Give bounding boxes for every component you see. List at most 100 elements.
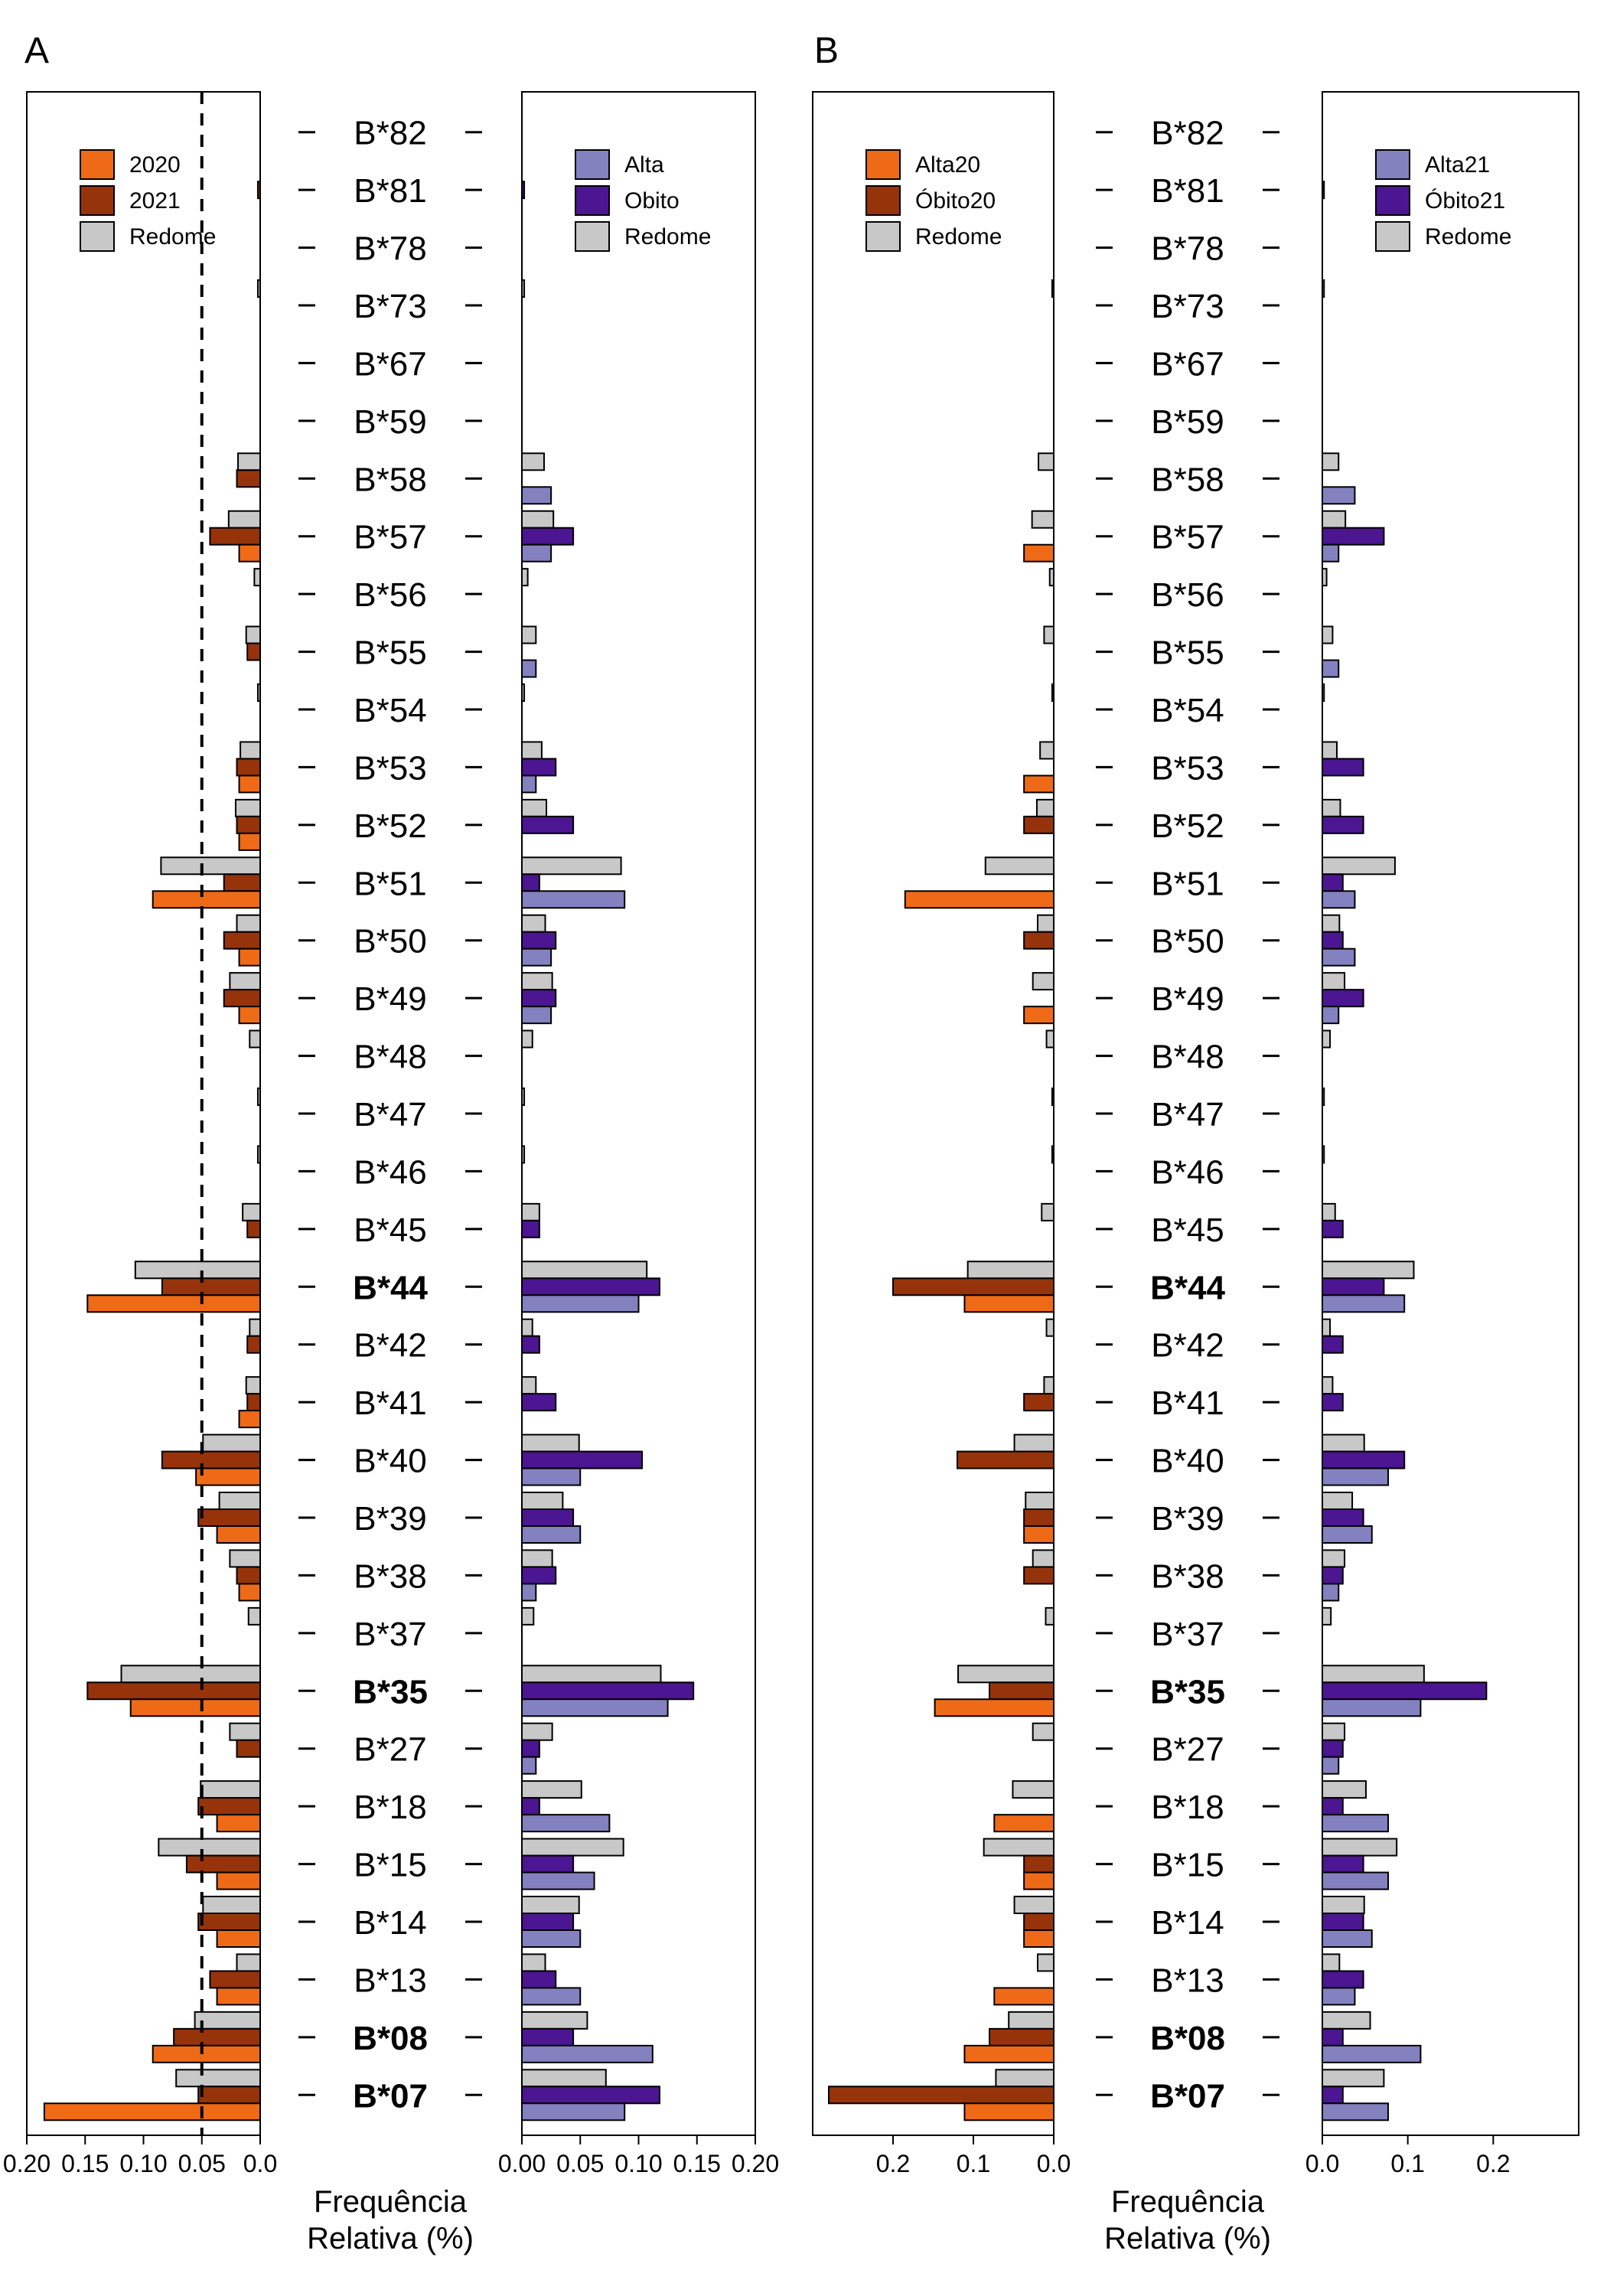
- bar-left-2021: [185, 1854, 261, 1874]
- bar-right-alta21: [1322, 947, 1356, 967]
- bar-right-óbito21: [1322, 1508, 1364, 1527]
- legend-swatch: [575, 221, 610, 252]
- bar-left-2020: [238, 1583, 261, 1602]
- bar-right-óbito21: [1322, 1566, 1344, 1585]
- x-axis-label: Relativa (%): [1104, 2222, 1271, 2255]
- bar-right-obito: [521, 989, 557, 1008]
- x-tick-label: 0.10: [119, 2150, 167, 2177]
- bar-right-redome: [521, 568, 529, 587]
- bar-left-alta20: [993, 1814, 1055, 1833]
- legend-label: Alta21: [1425, 152, 1490, 178]
- bar-right-alta: [521, 1756, 537, 1775]
- bar-right-redome: [521, 1376, 537, 1395]
- x-tick-label: 0.15: [61, 2150, 109, 2177]
- legend-swatch: [1375, 221, 1410, 252]
- gene-label: B*38: [1151, 1557, 1224, 1595]
- gene-label: B*40: [354, 1443, 426, 1480]
- bar-right-redome: [521, 1780, 582, 1799]
- bar-right-obito: [521, 815, 575, 834]
- bar-left-redome: [253, 568, 261, 587]
- bar-right-alta: [521, 1871, 595, 1890]
- legend-label: Redome: [915, 224, 1002, 249]
- bar-left-óbito20: [1023, 1393, 1055, 1412]
- bar-left-2020: [216, 1929, 262, 1948]
- bar-right-redome: [1322, 2011, 1371, 2030]
- bar-left-redome: [1013, 1896, 1055, 1914]
- bar-right-redome: [521, 683, 526, 702]
- gene-label: B*27: [354, 1731, 426, 1769]
- bar-left-alta20: [993, 1987, 1055, 2006]
- bar-left-2020: [238, 775, 261, 794]
- bar-right-alta21: [1322, 659, 1340, 678]
- bar-right-redome: [521, 1953, 546, 1972]
- gene-label: B*52: [354, 807, 426, 845]
- bar-right-alta21: [1322, 543, 1340, 563]
- gene-label: B*37: [354, 1616, 426, 1653]
- bar-left-redome: [236, 1953, 261, 1972]
- gene-label: B*54: [354, 692, 426, 729]
- gene-label: B*53: [1151, 749, 1224, 787]
- bar-right-alta: [521, 1467, 582, 1486]
- gene-label: B*44: [353, 1269, 428, 1306]
- bar-right-óbito21: [1322, 1335, 1344, 1354]
- bar-right-redome: [1322, 1780, 1367, 1799]
- gene-label: B*14: [1151, 1904, 1224, 1942]
- bar-left-redome: [227, 510, 262, 529]
- bar-right-redome: [521, 279, 526, 298]
- legend-label: Redome: [129, 224, 216, 249]
- gene-label: B*73: [1151, 288, 1224, 325]
- bar-right-alta21: [1322, 2102, 1389, 2122]
- bar-left-2020: [195, 1467, 261, 1486]
- bar-right-alta: [521, 1987, 582, 2006]
- x-tick-label: 0.00: [498, 2150, 546, 2177]
- bar-left-redome: [247, 1606, 261, 1626]
- bar-right-redome: [1322, 1492, 1354, 1510]
- legend-label: Redome: [1425, 224, 1511, 249]
- bar-right-redome: [521, 1722, 553, 1741]
- bar-left-redome: [229, 1549, 262, 1568]
- bar-right-redome: [521, 1549, 553, 1568]
- bar-left-redome: [1032, 1549, 1054, 1568]
- bar-left-redome: [242, 1202, 261, 1221]
- bar-right-óbito21: [1322, 527, 1385, 546]
- bar-right-óbito21: [1322, 1393, 1344, 1412]
- bar-right-redome: [1322, 1896, 1365, 1914]
- gene-label: B*49: [354, 980, 426, 1018]
- bar-left-redome: [256, 1145, 262, 1164]
- bar-left-2021: [161, 1450, 261, 1469]
- gene-label: B*55: [1151, 634, 1224, 672]
- bar-left-óbito20: [1023, 931, 1055, 950]
- bar-left-2021: [197, 1508, 261, 1527]
- x-tick-label: 0.20: [732, 2150, 779, 2177]
- bar-right-redome: [1322, 798, 1341, 817]
- legend-swatch: [80, 149, 115, 180]
- bar-left-óbito20: [828, 2086, 1054, 2105]
- legend-swatch: [575, 149, 610, 180]
- bar-right-obito: [521, 1797, 540, 1816]
- bar-right-redome: [521, 625, 537, 644]
- bar-right-redome: [521, 914, 546, 933]
- bar-left-redome: [256, 1088, 262, 1106]
- gene-label: B*78: [1151, 230, 1224, 268]
- bar-left-2020: [43, 2102, 261, 2122]
- gene-label: B*15: [354, 1847, 426, 1884]
- bar-left-alta20: [963, 2102, 1054, 2122]
- bar-left-alta20: [1023, 1871, 1055, 1890]
- bar-left-redome: [229, 972, 262, 991]
- bar-right-redome: [521, 2069, 607, 2088]
- bar-right-óbito21: [1322, 1277, 1385, 1296]
- bar-left-2021: [236, 758, 261, 777]
- bar-right-redome: [1322, 625, 1334, 644]
- bar-right-obito: [521, 1739, 540, 1758]
- bar-right-redome: [1322, 1953, 1341, 1972]
- x-axis-label: Frequência: [1111, 2185, 1265, 2219]
- gene-label: B*47: [354, 1096, 426, 1133]
- bar-right-alta: [521, 2044, 654, 2063]
- gene-label: B*08: [353, 2020, 428, 2057]
- bar-right-obito: [521, 1219, 540, 1238]
- gene-label: B*57: [354, 519, 426, 556]
- bar-left-óbito20: [1023, 1913, 1055, 1931]
- gene-label: B*37: [1151, 1616, 1224, 1653]
- bar-left-redome: [240, 741, 262, 760]
